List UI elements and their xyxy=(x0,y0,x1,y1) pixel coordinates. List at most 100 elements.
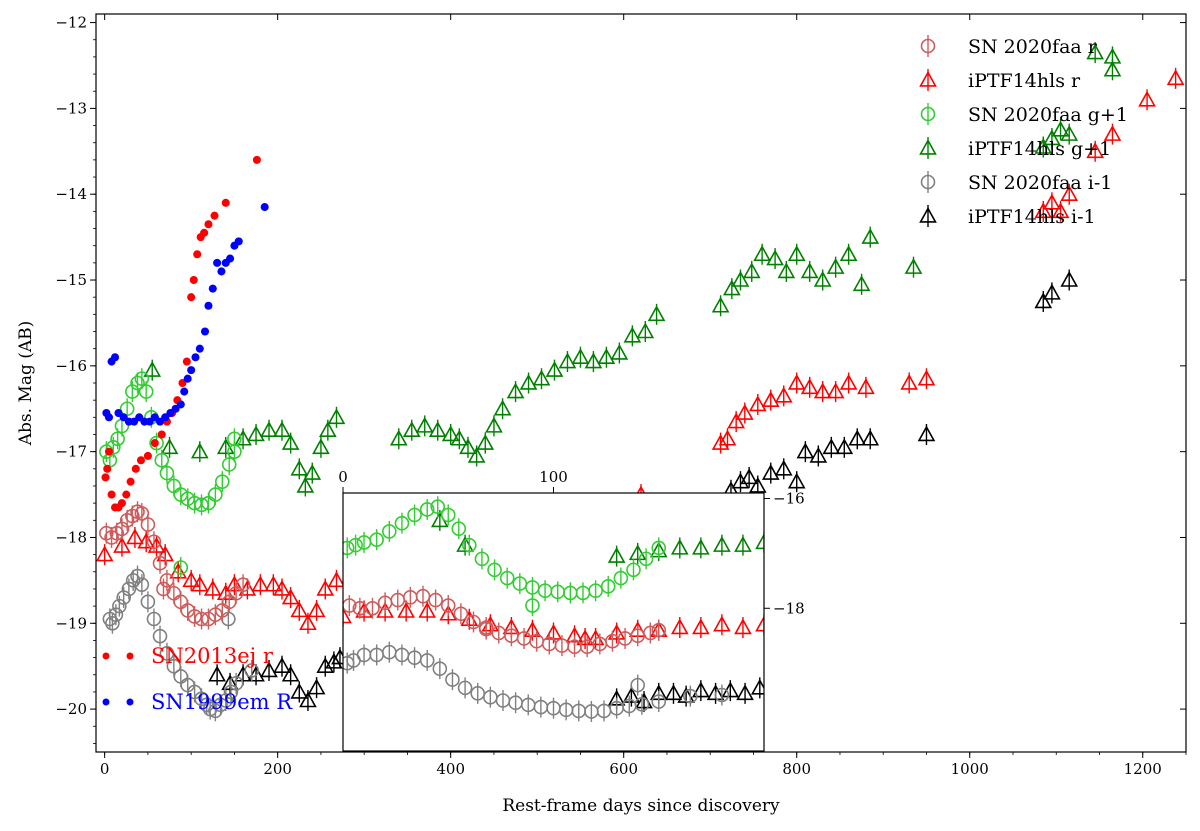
main-point-sn-2020faa-r-10 xyxy=(152,555,168,571)
main-point-iptf14hls-i-1-51 xyxy=(1034,292,1053,309)
main-series-sn-2020faa-g-1 xyxy=(99,368,242,578)
main-point-iptf14hls-g-1-30 xyxy=(558,352,577,369)
inset-point-iptf14hls-g-1-7 xyxy=(713,536,731,552)
inset-point-sn-2020faa-r-8 xyxy=(440,598,456,613)
inset-point-sn-2020faa-r-10 xyxy=(466,614,481,630)
inset-point-sn-2020faa-g-1-25 xyxy=(638,551,654,567)
main-point-sn-2020faa-i-1-5 xyxy=(121,581,137,597)
main-point-sn1999em-r-20 xyxy=(191,353,200,362)
inset-point-iptf14hls-g-1-6 xyxy=(692,538,710,555)
inset-point-sn-2020faa-g-1-5 xyxy=(394,515,410,531)
main-point-iptf14hls-r-61 xyxy=(1086,142,1105,159)
main-point-iptf14hls-r-64 xyxy=(1166,69,1185,86)
main-point-iptf14hls-g-1-25 xyxy=(493,399,512,416)
main-point-sn1999em-r-23 xyxy=(204,301,213,310)
inset-point-sn-2020faa-g-1-23 xyxy=(613,570,629,586)
inset-point-iptf14hls-r-0 xyxy=(343,607,352,624)
main-point-iptf14hls-r-44 xyxy=(727,412,745,429)
inset-point-sn-2020faa-r-7 xyxy=(428,592,443,608)
legend-marker-iptf14hls-i-1 xyxy=(919,206,937,223)
inset-point-iptf14hls-r-20 xyxy=(734,618,752,635)
inset-point-sn-2020faa-g-1-6 xyxy=(407,507,422,523)
main-point-sn2013ej-r-8 xyxy=(126,477,135,486)
main-point-sn1999em-r-3 xyxy=(111,353,120,362)
main-point-sn-2020faa-g-1-3 xyxy=(110,431,125,447)
main-point-sn-2020faa-r-11 xyxy=(159,573,175,588)
legend-marker-iptf14hls-g-1 xyxy=(919,138,937,155)
main-point-sn-2020faa-g-1-13 xyxy=(159,465,175,481)
main-point-iptf14hls-r-11 xyxy=(225,575,244,592)
inset-point-sn-2020faa-g-1-3 xyxy=(369,532,384,547)
inset-data-layer xyxy=(343,496,764,722)
annotation-sn1999em-marker-2 xyxy=(126,698,134,706)
legend-entry-sn-2020faa-g-1: SN 2020faa g+1 xyxy=(920,103,1128,126)
main-point-sn-2020faa-g-1-12 xyxy=(154,452,170,468)
main-point-sn-2020faa-r-8 xyxy=(140,517,156,532)
inset-point-sn-2020faa-g-1-11 xyxy=(461,537,477,553)
main-point-sn1999em-r-30 xyxy=(234,237,243,246)
main-point-iptf14hls-i-1-38 xyxy=(731,472,750,489)
main-point-sn2013ej-r-11 xyxy=(143,451,152,460)
main-point-sn2013ej-r-9 xyxy=(131,464,140,473)
main-point-iptf14hls-g-1-26 xyxy=(506,382,525,399)
main-point-iptf14hls-i-1-41 xyxy=(761,463,780,480)
main-point-iptf14hls-i-1-52 xyxy=(1043,283,1061,300)
legend-marker-sn-2020faa-r xyxy=(920,38,936,54)
inset-x-tick-label: 100 xyxy=(539,468,568,486)
main-point-iptf14hls-r-19 xyxy=(307,601,326,618)
main-point-iptf14hls-r-47 xyxy=(761,391,780,407)
inset-series-sn-2020faa-i-1 xyxy=(343,641,730,722)
main-point-iptf14hls-r-50 xyxy=(800,378,819,395)
inset-point-sn-2020faa-r-25 xyxy=(651,622,667,638)
main-point-sn2013ej-r-1 xyxy=(103,464,112,473)
legend-label-iptf14hls-r: iPTF14hls r xyxy=(968,70,1081,92)
legend-marker-sn-2020faa-i-1 xyxy=(920,174,936,190)
main-point-iptf14hls-g-1-12 xyxy=(312,438,330,455)
y-tick-label: −13 xyxy=(55,99,87,117)
inset-point-iptf14hls-r-3 xyxy=(397,601,415,618)
main-point-iptf14hls-g-1-43 xyxy=(766,249,784,266)
main-point-sn-2020faa-g-1-7 xyxy=(130,375,145,391)
main-point-iptf14hls-r-3 xyxy=(137,532,156,549)
main-point-sn1999em-r-24 xyxy=(208,284,217,293)
main-point-sn-2020faa-i-1-21 xyxy=(213,697,228,713)
main-point-iptf14hls-g-1-5 xyxy=(247,425,265,442)
main-point-iptf14hls-r-60 xyxy=(1060,185,1079,201)
inset-y-tick-label: −16 xyxy=(773,489,805,507)
annotation-sn1999em: SN1999em R xyxy=(102,690,293,714)
inset-point-sn-2020faa-g-1-7 xyxy=(419,502,435,517)
inset-y-tick-label: −18 xyxy=(773,599,805,617)
main-point-iptf14hls-g-1-31 xyxy=(571,348,590,365)
main-point-sn-2020faa-g-1-20 xyxy=(208,487,223,502)
inset-point-sn-2020faa-r-9 xyxy=(453,606,469,622)
main-point-iptf14hls-r-1 xyxy=(113,536,131,553)
main-point-iptf14hls-g-1-2 xyxy=(190,442,209,459)
main-point-sn-2020faa-i-1-1 xyxy=(105,615,120,631)
main-point-sn1999em-r-16 xyxy=(176,400,185,409)
inset-point-sn-2020faa-i-1-28 xyxy=(630,677,646,693)
inset-point-iptf14hls-r-18 xyxy=(692,618,710,635)
legend-entry-iptf14hls-i-1: iPTF14hls i-1 xyxy=(919,205,1096,228)
x-tick-label: 1200 xyxy=(1124,760,1162,778)
main-point-sn-2020faa-g-1-25 xyxy=(227,431,242,447)
legend-label-sn-2020faa-g-1: SN 2020faa g+1 xyxy=(968,104,1128,126)
inset-point-iptf14hls-i-1-7 xyxy=(706,684,725,701)
inset-point-sn-2020faa-i-1-8 xyxy=(432,661,448,676)
main-point-iptf14hls-g-1-24 xyxy=(485,416,503,433)
main-point-sn-2020faa-i-1-9 xyxy=(140,594,156,610)
inset-point-sn-2020faa-i-1-10 xyxy=(457,680,473,696)
main-point-iptf14hls-r-45 xyxy=(735,403,754,420)
main-point-sn-2020faa-i-1-12 xyxy=(159,646,175,661)
inset-point-sn-2020faa-g-1-8 xyxy=(430,499,446,515)
main-point-iptf14hls-g-1-34 xyxy=(610,343,629,360)
main-point-sn2013ej-r-13 xyxy=(157,430,166,439)
main-point-iptf14hls-g-1-46 xyxy=(800,262,819,279)
x-tick-label: 400 xyxy=(436,760,465,778)
main-point-iptf14hls-i-1-11 xyxy=(325,652,343,669)
main-point-sn-2020faa-r-7 xyxy=(134,506,150,521)
main-point-sn1999em-r-21 xyxy=(195,344,204,353)
y-tick-label: −12 xyxy=(55,14,87,32)
main-point-iptf14hls-r-56 xyxy=(917,369,936,386)
main-point-sn2013ej-r-6 xyxy=(117,499,126,508)
inset-point-sn-2020faa-i-1-27 xyxy=(714,687,730,703)
